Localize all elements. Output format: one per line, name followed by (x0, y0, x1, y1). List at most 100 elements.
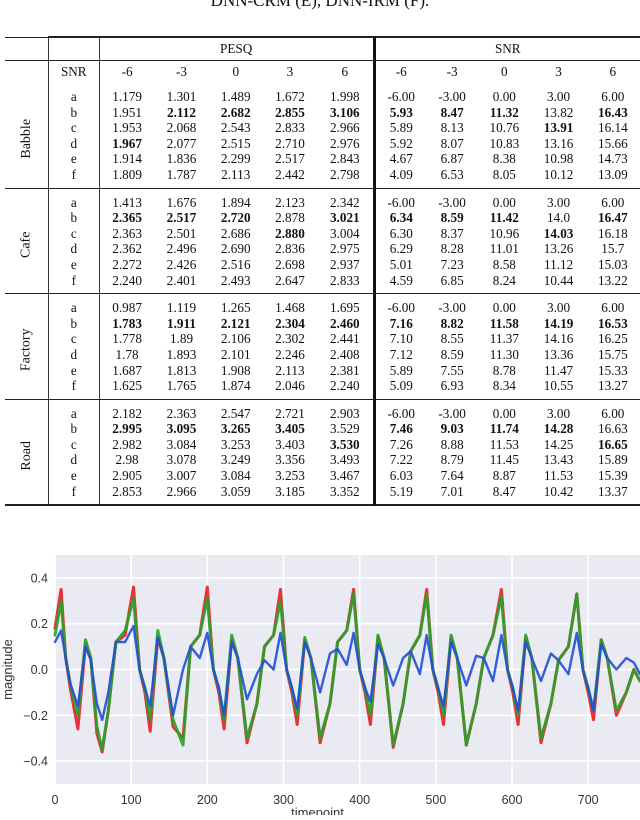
value: 2.106 (220, 331, 251, 347)
value: 3.004 (329, 225, 360, 241)
snr-value-cell: -6.00 (372, 293, 427, 316)
value: 1.893 (166, 346, 197, 362)
value: -6.00 (387, 405, 415, 421)
snr-value-cell: 9.03 (427, 421, 477, 437)
pesq-value-cell: 1.967 (98, 135, 155, 152)
best-value: 2.460 (329, 315, 360, 331)
snr-value-cell: 14.73 (586, 151, 640, 167)
value: 3.493 (329, 452, 360, 468)
table-row: d 2.362 2.496 2.690 2.836 2.975 6.29 8.28 11.01 1… (5, 241, 640, 257)
snr-value-cell: 11.37 (477, 331, 531, 347)
pesq-value-cell: 1.998 (317, 83, 374, 105)
value: 1.894 (220, 194, 251, 210)
method-label: b (47, 210, 100, 226)
snr-value-cell: 7.46 (372, 421, 427, 437)
value: 1.787 (166, 166, 197, 182)
value: 2.501 (166, 225, 197, 241)
value: 2.836 (275, 241, 305, 257)
value: 2.113 (221, 166, 251, 182)
snr-value-cell: 8.78 (477, 363, 531, 379)
snr-value-cell: 14.0 (531, 210, 585, 226)
value: 6.87 (440, 151, 464, 167)
best-value: 11.32 (489, 104, 519, 120)
value: 1.468 (275, 300, 305, 316)
pesq-value-cell: 3.021 (317, 210, 374, 226)
value: 1.89 (169, 331, 194, 347)
pesq-value-cell: 2.068 (154, 120, 208, 136)
value: 1.489 (220, 89, 251, 104)
value: -6.00 (387, 300, 415, 316)
snr-value-cell: 7.64 (427, 468, 477, 484)
value: 11.47 (543, 362, 574, 378)
pesq-value-cell: 2.246 (263, 347, 317, 363)
x-tick-label: 600 (502, 793, 523, 807)
best-value: 8.47 (440, 104, 464, 120)
best-value: 8.59 (440, 210, 464, 226)
value: 8.28 (440, 241, 464, 257)
snr-value-cell: -6.00 (372, 399, 427, 422)
value: 2.077 (166, 135, 197, 151)
pesq-value-cell: 2.401 (154, 272, 209, 295)
snr-value-cell: 11.53 (477, 437, 531, 453)
pesq-value-cell: 2.903 (317, 399, 374, 421)
snr-value-cell: 15.89 (586, 452, 640, 468)
value: 3.084 (220, 468, 251, 484)
table-row: Cafe a 1.413 1.676 1.894 2.123 2.342 -6.00 -3.00… (5, 188, 640, 295)
pesq-value-cell: 2.855 (263, 105, 317, 121)
snr-value-cell: 13.09 (585, 166, 640, 189)
snr-value-cell: 11.58 (477, 316, 531, 332)
snr-value-cell: 5.93 (372, 104, 427, 121)
pesq-value-cell: 2.966 (317, 120, 374, 136)
snr-value-cell: 11.74 (477, 421, 531, 437)
pesq-value-cell: 2.304 (263, 316, 317, 332)
best-value: 7.16 (389, 315, 413, 331)
pesq-value-cell: 2.798 (317, 166, 375, 189)
value: 13.43 (543, 452, 574, 468)
value: 2.496 (166, 241, 197, 257)
best-value: 2.995 (112, 421, 142, 437)
best-value: 3.021 (329, 210, 360, 226)
snr-value-cell: 8.59 (427, 210, 477, 226)
pesq-value-cell: 2.426 (154, 257, 208, 273)
value: 5.92 (389, 135, 413, 151)
best-value: 16.47 (598, 210, 628, 226)
value: 1.998 (329, 89, 360, 104)
snr-value-cell: 11.42 (477, 210, 531, 226)
snr-value-cell: 16.53 (586, 316, 640, 332)
value: 2.98 (115, 452, 139, 468)
method-label: b (47, 421, 100, 437)
snr-value-cell: 8.47 (477, 483, 532, 507)
value: 3.529 (329, 421, 360, 437)
table-row: d 2.98 3.078 3.249 3.356 3.493 7.22 8.79 11.45 13… (5, 452, 640, 469)
snr-value-cell: 6.00 (586, 294, 640, 316)
value: 1.914 (112, 151, 142, 167)
pesq-value-cell: 2.833 (317, 272, 375, 295)
snr-value-cell: 7.55 (427, 363, 477, 379)
table-row: e 2.272 2.426 2.516 2.698 2.937 5.01 7.23 8.58 11… (5, 256, 640, 273)
pesq-value-cell: 2.686 (209, 226, 263, 242)
pesq-value-cell: 2.381 (317, 363, 374, 379)
best-value: 3.530 (329, 436, 360, 452)
pesq-value-cell: 2.976 (317, 136, 374, 152)
snr-value-cell: 16.63 (586, 421, 640, 437)
value: 5.01 (389, 256, 413, 272)
pesq-value-cell: 1.813 (154, 363, 208, 379)
value: 8.13 (440, 120, 464, 136)
pesq-value-cell: 3.253 (209, 437, 263, 453)
pesq-value-cell: 2.365 (98, 210, 155, 226)
pesq-value-cell: 3.004 (317, 226, 374, 242)
table-row: e 1.687 1.813 1.908 2.113 2.381 5.89 7.55 8.78 11… (5, 362, 640, 379)
pesq-value-cell: 1.89 (154, 331, 208, 347)
value: 2.363 (166, 405, 197, 421)
value: 14.16 (543, 331, 574, 347)
snr-value-cell: 7.26 (372, 436, 427, 453)
pesq-value-cell: 2.363 (154, 399, 208, 421)
pesq-value-cell: 2.690 (209, 241, 263, 257)
snr-value-cell: 8.38 (477, 151, 531, 167)
snr-value-cell: 14.19 (531, 316, 585, 332)
x-tick-label: 500 (425, 793, 446, 807)
value: 2.843 (329, 151, 360, 167)
value: 3.403 (275, 436, 305, 452)
snr-value-cell: -3.00 (427, 399, 477, 421)
pesq-value-cell: 2.113 (208, 166, 263, 189)
